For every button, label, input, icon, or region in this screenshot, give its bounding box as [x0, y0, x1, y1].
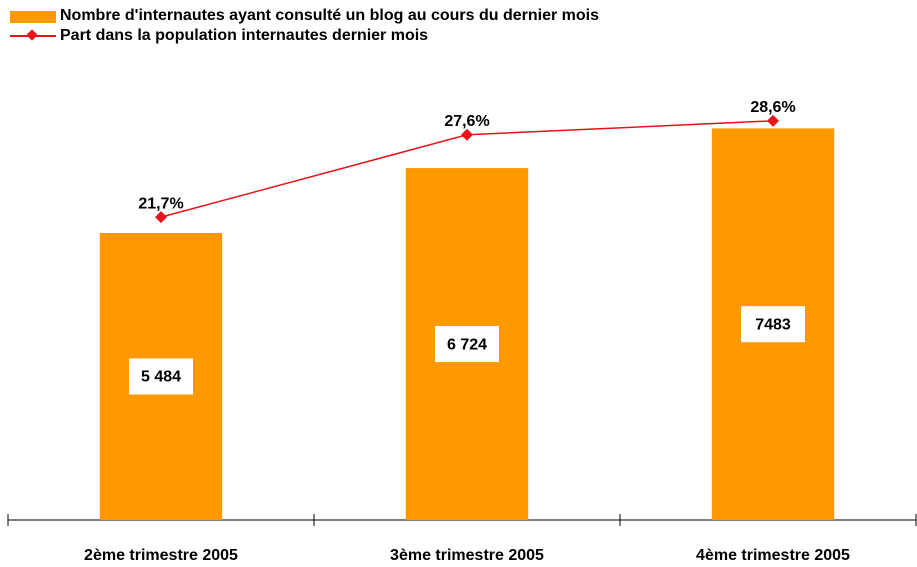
legend-item: Nombre d'internautes ayant consulté un b… — [10, 6, 670, 26]
marker — [461, 128, 473, 141]
legend-swatch — [10, 35, 56, 37]
value-label: 27,6% — [444, 113, 489, 130]
legend-label: Nombre d'internautes ayant consulté un b… — [60, 7, 599, 24]
legend: Nombre d'internautes ayant consulté un b… — [10, 6, 690, 46]
value-label-box — [741, 306, 805, 343]
x-tick-label: 2ème trimestre 2005 — [84, 547, 238, 564]
marker — [155, 211, 167, 224]
value-label-box — [435, 326, 499, 363]
value-label: 7483 — [755, 316, 791, 333]
value-label: 21,7% — [138, 195, 183, 212]
legend-item: Part dans la population internautes dern… — [10, 26, 690, 46]
value-label: 5 484 — [141, 369, 181, 386]
legend-swatch — [10, 11, 56, 23]
legend-label: Part dans la population internautes dern… — [60, 27, 429, 44]
x-tick-label: 3ème trimestre 2005 — [390, 547, 544, 564]
value-label: 28,6% — [750, 99, 795, 116]
x-tick-label: 4ème trimestre 2005 — [696, 547, 850, 564]
marker — [767, 114, 779, 127]
value-label: 6 724 — [447, 336, 487, 353]
value-label-box — [129, 358, 193, 395]
